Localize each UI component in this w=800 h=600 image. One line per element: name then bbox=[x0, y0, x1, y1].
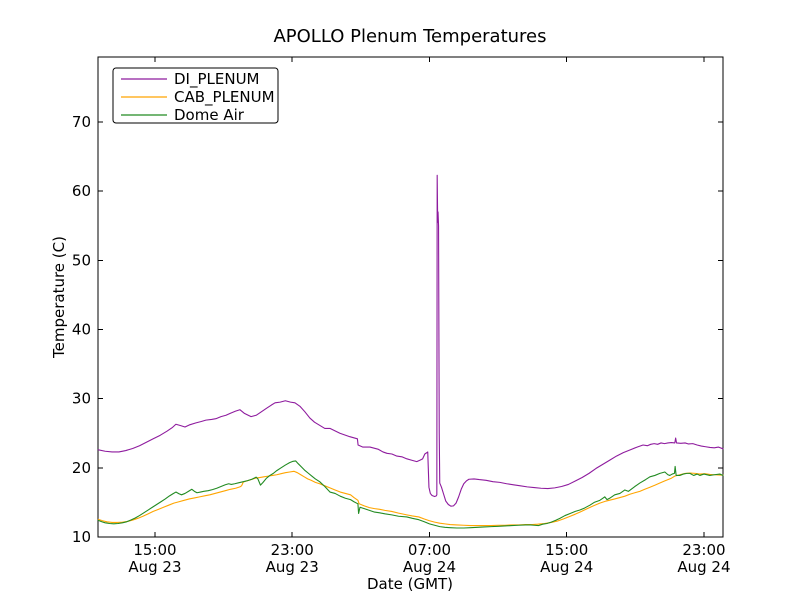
series-line-cab-plenum bbox=[97, 470, 724, 527]
x-tick-label-time: 15:00 bbox=[133, 541, 176, 559]
legend-entry-di-plenum: DI_PLENUM bbox=[121, 70, 260, 89]
legend-label-dome-air: Dome Air bbox=[174, 106, 245, 124]
x-tick-label-date: Aug 24 bbox=[540, 558, 593, 576]
series-line-dome-air bbox=[97, 460, 724, 529]
legend: DI_PLENUM CAB_PLENUM Dome Air bbox=[112, 67, 279, 124]
x-tick-label-time: 07:00 bbox=[408, 541, 451, 559]
legend-entry-cab-plenum: CAB_PLENUM bbox=[121, 88, 275, 107]
y-tick-label: 20 bbox=[72, 459, 91, 477]
plot-lines bbox=[97, 174, 724, 529]
x-tick-label-time: 23:00 bbox=[682, 541, 725, 559]
y-tick-label: 40 bbox=[72, 321, 91, 339]
x-tick-label-time: 23:00 bbox=[271, 541, 314, 559]
x-axis-label: Date (GMT) bbox=[367, 575, 453, 593]
legend-label-cab-plenum: CAB_PLENUM bbox=[174, 88, 275, 107]
legend-label-di-plenum: DI_PLENUM bbox=[174, 70, 260, 89]
y-axis-label: Temperature (C) bbox=[50, 236, 68, 359]
y-tick-label: 60 bbox=[72, 182, 91, 200]
y-tick-label: 50 bbox=[72, 251, 91, 269]
x-tick-label-date: Aug 24 bbox=[403, 558, 456, 576]
x-tick-label-date: Aug 23 bbox=[128, 558, 181, 576]
chart-title: APOLLO Plenum Temperatures bbox=[273, 26, 546, 47]
y-tick-label: 10 bbox=[72, 528, 91, 546]
legend-box bbox=[112, 67, 279, 124]
plot-frame bbox=[97, 56, 724, 538]
x-tick-label-time: 15:00 bbox=[545, 541, 588, 559]
legend-entry-dome-air: Dome Air bbox=[121, 106, 245, 124]
series-line-di-plenum bbox=[97, 174, 724, 507]
y-tick-label: 30 bbox=[72, 390, 91, 408]
x-tick-label-date: Aug 24 bbox=[677, 558, 730, 576]
x-tick-label-date: Aug 23 bbox=[266, 558, 319, 576]
y-tick-label: 70 bbox=[72, 113, 91, 131]
